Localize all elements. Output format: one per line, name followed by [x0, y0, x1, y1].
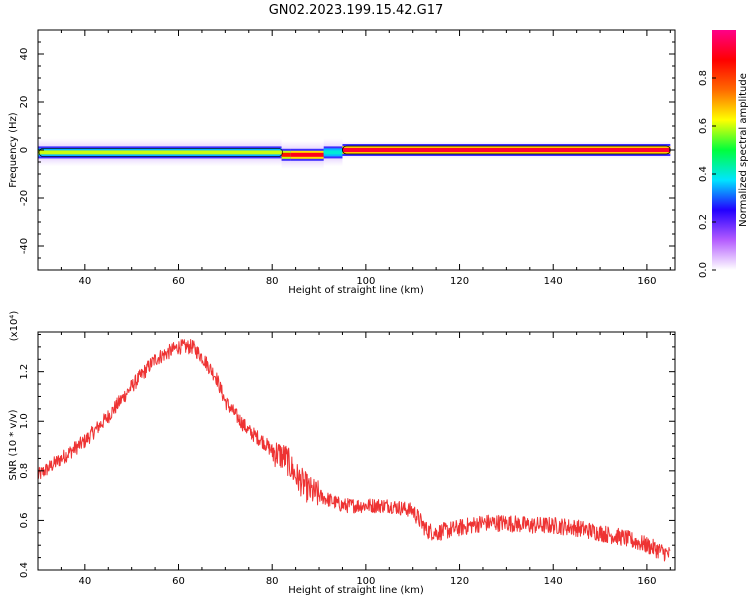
spectrogram-x-label: Height of straight line (km)	[288, 285, 424, 296]
snr-y-label: SNR (10 * v/v)	[8, 409, 19, 480]
spectrogram-y-ticks: -40 -20 0 20 40	[19, 29, 675, 271]
spectrogram-plot-area	[38, 138, 671, 169]
snr-frame	[37, 331, 676, 571]
y-tick-label: -40	[19, 238, 30, 254]
x-tick-label: 160	[637, 276, 656, 287]
x-tick-label: 60	[172, 276, 185, 287]
ridge-segment	[38, 138, 282, 167]
x-tick-label: 60	[172, 576, 185, 587]
snr-y-multiplier: (x10⁴)	[9, 311, 20, 342]
x-tick-label: 100	[356, 276, 375, 287]
y-tick-label: 1.0	[19, 413, 30, 429]
snr-x-label: Height of straight line (km)	[288, 585, 424, 596]
y-tick-label: 0.8	[19, 463, 30, 479]
x-tick-label: 140	[544, 276, 563, 287]
ridge-segment	[281, 140, 291, 169]
spectrogram-x-ticks: 40 60 80 100 120 140 160	[37, 30, 671, 287]
figure-title: GN02.2023.199.15.42.G17	[269, 3, 444, 18]
x-tick-label: 80	[266, 276, 279, 287]
ridge-segment	[290, 140, 324, 169]
x-tick-label: 140	[544, 576, 563, 587]
spectrogram-panel: 40 60 80 100 120 140 160 -40 -20 0 20 40 Height of…	[8, 29, 676, 296]
colorbar-gradient	[712, 30, 736, 270]
colorbar-label: Normalized spectral amplitude	[738, 73, 749, 227]
colorbar-tick-label: 0.4	[698, 166, 709, 182]
x-tick-label: 40	[78, 276, 91, 287]
y-tick-label: 40	[19, 48, 30, 61]
y-tick-label: 1.2	[19, 364, 30, 380]
spectrogram-y-label: Frequency (Hz)	[8, 112, 19, 188]
ridge-segment	[323, 138, 343, 167]
colorbar-tick-label: 0.0	[698, 262, 709, 278]
snr-x-ticks: 40 60 80 100 120 140 160	[37, 332, 671, 587]
x-tick-label: 120	[450, 576, 469, 587]
x-tick-label: 80	[266, 576, 279, 587]
snr-series-line	[38, 339, 671, 562]
snr-y-ticks: 0.4 0.6 0.8 1.0 1.2	[19, 333, 675, 578]
colorbar: 0.0 0.2 0.4 0.6 0.8 Normalized spectral ampl…	[698, 30, 749, 278]
x-tick-label: 160	[637, 576, 656, 587]
colorbar-tick-label: 0.2	[698, 214, 709, 230]
colorbar-ticks: 0.0 0.2 0.4 0.6 0.8	[698, 70, 716, 278]
y-tick-label: -20	[19, 190, 30, 206]
y-tick-label: 20	[19, 96, 30, 109]
x-tick-label: 120	[450, 276, 469, 287]
colorbar-tick-label: 0.6	[698, 118, 709, 134]
ridge-segment	[342, 141, 671, 159]
colorbar-tick-label: 0.8	[698, 70, 709, 86]
y-tick-label: 0.6	[19, 512, 30, 528]
ridge-outline	[38, 148, 283, 157]
y-tick-label: 0.4	[19, 562, 30, 578]
y-tick-label: 0	[19, 147, 30, 153]
x-tick-label: 100	[356, 576, 375, 587]
x-tick-label: 40	[78, 576, 91, 587]
snr-panel: 40 60 80 100 120 140 160 0.4 0.6 0.8 1.0 1.2 Heigh…	[8, 311, 676, 596]
